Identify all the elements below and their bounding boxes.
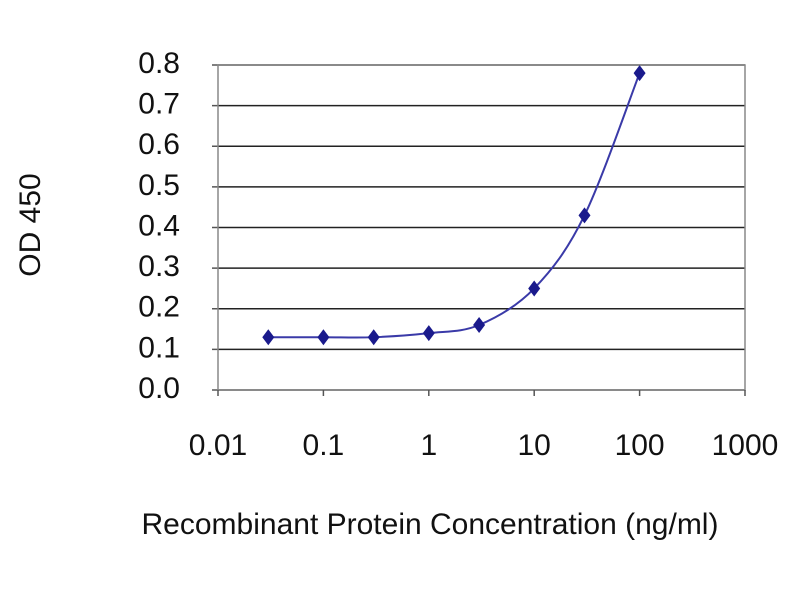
x-tick-label: 1: [420, 429, 437, 462]
data-point: [633, 65, 646, 82]
curve: [268, 72, 641, 339]
y-tick-label: 0.6: [138, 128, 180, 161]
data-point: [262, 329, 275, 346]
data-point: [367, 329, 380, 346]
plot-frame: [217, 64, 746, 391]
x-axis-title: Recombinant Protein Concentration (ng/ml…: [142, 508, 719, 541]
x-tick-label: 0.01: [189, 429, 247, 462]
y-tick-label: 0.1: [138, 331, 180, 364]
x-tick-label: 100: [615, 429, 665, 462]
y-tick-label: 0.2: [138, 291, 180, 324]
y-axis-title: OD 450: [14, 173, 47, 276]
y-tick-label: 0.8: [138, 47, 180, 80]
y-tick-label: 0.5: [138, 169, 180, 202]
data-point: [317, 329, 330, 346]
data-point: [578, 207, 591, 224]
data-point: [473, 317, 486, 333]
data-point: [528, 280, 541, 297]
x-tick-label: 10: [518, 429, 551, 462]
y-tick-label: 0.3: [138, 250, 180, 283]
y-tick-label: 0.0: [138, 372, 180, 405]
data-point: [422, 325, 435, 342]
x-tick-label: 0.1: [303, 429, 345, 462]
y-tick-label: 0.7: [138, 88, 180, 121]
x-tick-label: 1000: [712, 429, 779, 462]
y-tick-label: 0.4: [138, 209, 180, 242]
